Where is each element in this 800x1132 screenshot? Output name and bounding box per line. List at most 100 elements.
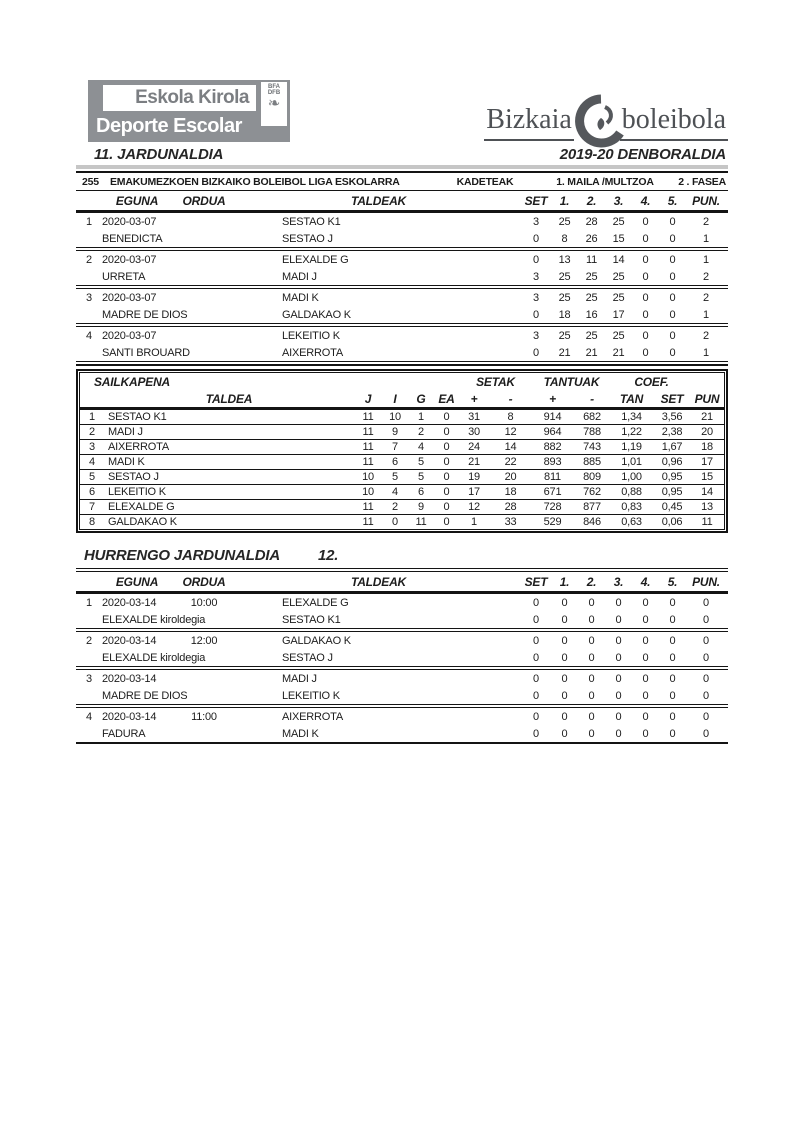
standings-row: 8 GALDAKAO K 11 0 11 0 1 33 529 846 0,63… bbox=[80, 514, 724, 529]
played: 11 bbox=[362, 411, 374, 423]
fixture-row-home: 4 2020-03-14 11:00 AIXERROTA 0 0 0 0 0 0… bbox=[76, 708, 728, 725]
points-against: 762 bbox=[583, 486, 601, 498]
won: 5 bbox=[392, 471, 398, 483]
match-date: 2020-03-14 bbox=[102, 710, 157, 723]
set5-score: 0 bbox=[669, 672, 676, 685]
rank: 3 bbox=[89, 441, 95, 453]
set1-score: 21 bbox=[558, 346, 571, 359]
points-for: 671 bbox=[543, 486, 562, 498]
sets-won: 0 bbox=[533, 346, 539, 359]
team-name: AIXERROTA bbox=[282, 346, 343, 359]
match-number: 2 bbox=[86, 253, 92, 266]
team-name: AIXERROTA bbox=[108, 441, 169, 453]
sets-won: 0 bbox=[533, 596, 539, 609]
coef-tan: 1,01 bbox=[621, 456, 642, 468]
sets-against: 22 bbox=[504, 456, 517, 468]
match-venue: ELEXALDE kiroldegia bbox=[102, 613, 206, 626]
standings-title: SAILKAPENA bbox=[94, 374, 171, 389]
match-row-away: SANTI BROUARD AIXERROTA 0 21 21 21 0 0 1 bbox=[76, 344, 728, 361]
header-set4: 4. bbox=[640, 193, 651, 208]
team-name: SESTAO J bbox=[108, 471, 159, 483]
season-title: 2019-20 DENBORALDIA bbox=[559, 146, 726, 163]
bizkaia-boleibola-logo: Bizkaia boleibola bbox=[484, 94, 728, 150]
volleyball-swirl-icon bbox=[574, 94, 624, 148]
set1-score: 0 bbox=[561, 727, 568, 740]
set3-score: 25 bbox=[612, 291, 625, 304]
sets-won: 0 bbox=[533, 634, 539, 647]
set4-score: 0 bbox=[642, 672, 649, 685]
match-venue: MADRE DE DIOS bbox=[102, 689, 188, 702]
row-divider bbox=[76, 628, 728, 632]
match-row-home: 4 2020-03-07 LEKEITIO K 3 25 25 25 0 0 2 bbox=[76, 327, 728, 344]
sets-won: 3 bbox=[533, 215, 539, 228]
set5-score: 0 bbox=[669, 613, 676, 626]
sets-against: 28 bbox=[504, 501, 517, 513]
set2-score: 0 bbox=[588, 596, 595, 609]
header-set1: 1. bbox=[559, 574, 570, 589]
row-divider bbox=[76, 323, 728, 327]
points-against: 877 bbox=[583, 501, 601, 513]
set1-score: 0 bbox=[561, 613, 568, 626]
match-venue: SANTI BROUARD bbox=[102, 346, 190, 359]
set1-score: 0 bbox=[561, 672, 568, 685]
set2-score: 0 bbox=[588, 651, 595, 664]
standings-row: 2 MADI J 11 9 2 0 30 12 964 788 1,22 2,3… bbox=[80, 424, 724, 439]
sets-for: 19 bbox=[468, 471, 480, 483]
coef-tan: 1,34 bbox=[621, 411, 642, 423]
sets-for: 30 bbox=[468, 426, 480, 438]
match-date: 2020-03-07 bbox=[102, 215, 157, 228]
match-number: 3 bbox=[86, 672, 92, 685]
match-date: 2020-03-14 bbox=[102, 596, 157, 609]
match-points: 0 bbox=[703, 710, 709, 723]
sets-won: 0 bbox=[533, 689, 539, 702]
set2-score: 25 bbox=[585, 270, 598, 283]
match-points: 1 bbox=[703, 232, 709, 245]
col-drawn: EA bbox=[438, 391, 455, 406]
bfa-dfb-badge: BFA DFB ❧ bbox=[261, 82, 287, 126]
next-matchday-heading: HURRENGO JARDUNALDIA 12. bbox=[76, 541, 728, 568]
sets-won: 3 bbox=[533, 329, 539, 342]
points-for: 529 bbox=[543, 516, 562, 528]
header-logos: Eskola Kirola Deporte Escolar BFA DFB ❧ … bbox=[76, 80, 728, 148]
won: 9 bbox=[392, 426, 398, 438]
team-name: SESTAO J bbox=[282, 232, 333, 245]
set3-score: 17 bbox=[612, 308, 625, 321]
leaf-icon: ❧ bbox=[267, 95, 281, 112]
sets-won: 0 bbox=[533, 308, 539, 321]
match-row-away: BENEDICTA SESTAO J 0 8 26 15 0 0 1 bbox=[76, 230, 728, 247]
document-content: Eskola Kirola Deporte Escolar BFA DFB ❧ … bbox=[76, 80, 728, 744]
header-taldeak: TALDEAK bbox=[350, 193, 407, 208]
team-name: SESTAO K1 bbox=[282, 613, 341, 626]
boleibola-label: boleibola bbox=[619, 104, 728, 141]
match-number: 3 bbox=[86, 291, 92, 304]
next-matchday-number: 12. bbox=[318, 547, 339, 564]
header-set: SET bbox=[524, 193, 548, 208]
col-sets-against: - bbox=[508, 391, 513, 406]
points-for: 893 bbox=[543, 456, 562, 468]
standings-row: 6 LEKEITIO K 10 4 6 0 17 18 671 762 0,88… bbox=[80, 484, 724, 499]
set4-score: 0 bbox=[642, 689, 649, 702]
won: 6 bbox=[392, 456, 398, 468]
sets-for: 1 bbox=[471, 516, 477, 528]
coef-set: 1,67 bbox=[661, 441, 683, 453]
set5-score: 0 bbox=[669, 215, 676, 228]
played: 11 bbox=[362, 426, 374, 438]
sets-won: 0 bbox=[533, 710, 539, 723]
won: 7 bbox=[392, 441, 398, 453]
coef-set: 0,95 bbox=[661, 486, 683, 498]
points-against: 885 bbox=[583, 456, 601, 468]
match-points: 0 bbox=[703, 727, 709, 740]
team-name: MADI K bbox=[282, 727, 319, 740]
points-for: 811 bbox=[544, 471, 561, 483]
header-set3: 3. bbox=[613, 574, 624, 589]
team-name: ELEXALDE G bbox=[282, 253, 349, 266]
set1-score: 25 bbox=[558, 215, 571, 228]
match-points: 1 bbox=[703, 253, 709, 266]
match-row-away: URRETA MADI J 3 25 25 25 0 0 2 bbox=[76, 268, 728, 285]
set2-score: 28 bbox=[585, 215, 598, 228]
points-against: 846 bbox=[583, 516, 601, 528]
deporte-escolar-label: Deporte Escolar bbox=[96, 115, 242, 137]
won: 0 bbox=[392, 516, 398, 528]
matchday-title: 11. JARDUNALDIA bbox=[94, 146, 224, 163]
rank: 8 bbox=[89, 516, 95, 528]
